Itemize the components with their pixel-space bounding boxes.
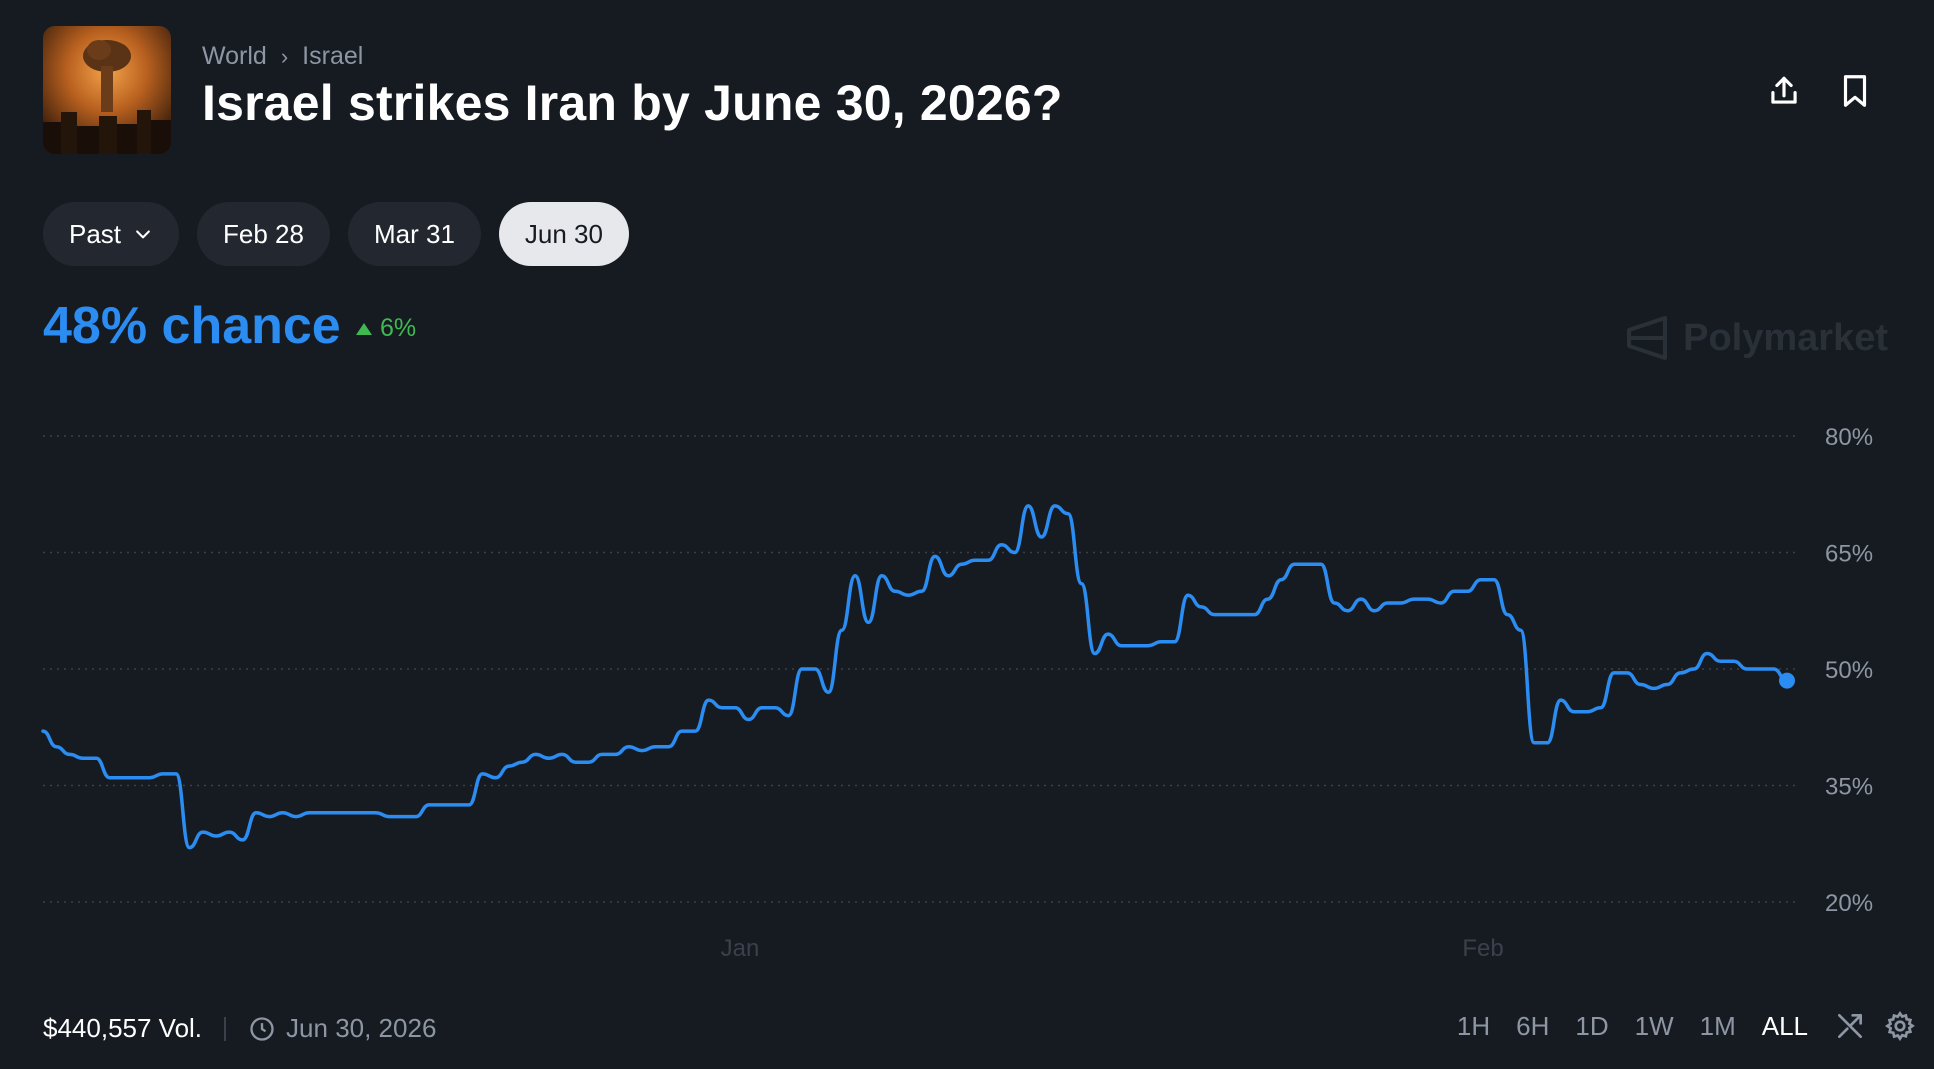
date-tabs: Past Feb 28 Mar 31 Jun 30 xyxy=(43,202,629,266)
footer-info: $440,557 Vol. Jun 30, 2026 xyxy=(43,1013,436,1044)
end-date: Jun 30, 2026 xyxy=(248,1013,436,1044)
tab-past-label: Past xyxy=(69,218,122,249)
y-tick-label: 80% xyxy=(1825,424,1873,451)
chance-delta: 6% xyxy=(354,314,416,343)
tab-feb-28[interactable]: Feb 28 xyxy=(197,202,330,266)
brand-name: Polymarket xyxy=(1683,316,1888,359)
x-tick-label: Jan xyxy=(721,935,760,962)
y-tick-label: 20% xyxy=(1825,890,1873,917)
breadcrumb-israel[interactable]: Israel xyxy=(302,42,364,70)
range-1d[interactable]: 1D xyxy=(1575,1010,1609,1041)
clock-icon xyxy=(250,1016,274,1041)
range-1m[interactable]: 1M xyxy=(1699,1010,1736,1041)
share-icon[interactable] xyxy=(1765,72,1803,110)
range-all[interactable]: ALL xyxy=(1761,1010,1808,1041)
volume: $440,557 Vol. xyxy=(43,1013,203,1043)
time-range-selector: 1H 6H 1D 1W 1M ALL xyxy=(1457,1010,1934,1042)
market-thumbnail xyxy=(43,26,171,154)
tab-jun-30[interactable]: Jun 30 xyxy=(498,202,629,266)
range-1w[interactable]: 1W xyxy=(1634,1010,1674,1041)
x-tick-label: Feb xyxy=(1462,935,1503,962)
y-tick-label: 35% xyxy=(1825,774,1873,801)
tab-mar-31[interactable]: Mar 31 xyxy=(347,202,481,266)
range-1h[interactable]: 1H xyxy=(1456,1010,1491,1041)
divider xyxy=(224,1016,227,1041)
bookmark-icon[interactable] xyxy=(1836,72,1874,110)
series-line xyxy=(41,504,1789,850)
polymarket-icon xyxy=(1627,316,1668,360)
y-tick-label: 50% xyxy=(1825,657,1873,684)
range-6h[interactable]: 6H xyxy=(1516,1010,1550,1041)
chance-delta-value: 6% xyxy=(380,314,417,342)
y-tick-label: 65% xyxy=(1825,541,1873,568)
triangle-up-icon xyxy=(356,322,372,335)
breadcrumb: World › Israel xyxy=(202,42,363,71)
shuffle-icon[interactable] xyxy=(1834,1010,1866,1042)
tab-past[interactable]: Past xyxy=(43,202,180,266)
chevron-right-icon: › xyxy=(280,43,289,69)
page-title: Israel strikes Iran by June 30, 2026? xyxy=(202,75,1063,131)
chance-value: 48% chance xyxy=(43,297,341,355)
price-chart: 80% 65% 50% 35% 20% Jan Feb xyxy=(41,424,1873,962)
polymarket-logo: Polymarket xyxy=(1625,314,1888,362)
chevron-down-icon xyxy=(133,224,153,244)
breadcrumb-world[interactable]: World xyxy=(202,42,267,70)
end-date-text: Jun 30, 2026 xyxy=(286,1013,437,1043)
current-point xyxy=(1779,672,1795,689)
settings-icon[interactable] xyxy=(1884,1010,1916,1042)
